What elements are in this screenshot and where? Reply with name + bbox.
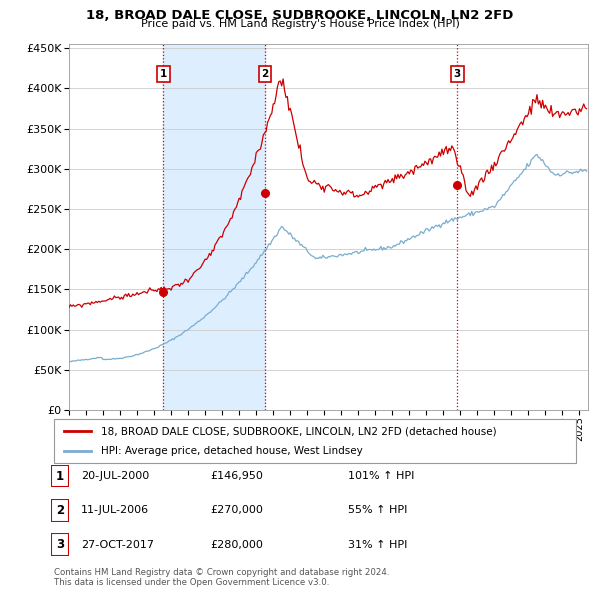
Text: 3: 3 bbox=[454, 69, 461, 79]
Text: £280,000: £280,000 bbox=[210, 540, 263, 549]
FancyBboxPatch shape bbox=[51, 533, 69, 556]
Text: 1: 1 bbox=[56, 470, 64, 483]
Text: HPI: Average price, detached house, West Lindsey: HPI: Average price, detached house, West… bbox=[101, 446, 363, 455]
Text: 31% ↑ HPI: 31% ↑ HPI bbox=[348, 540, 407, 549]
Text: 2: 2 bbox=[56, 504, 64, 517]
Text: £146,950: £146,950 bbox=[210, 471, 263, 481]
Text: 1: 1 bbox=[160, 69, 167, 79]
Text: This data is licensed under the Open Government Licence v3.0.: This data is licensed under the Open Gov… bbox=[54, 578, 329, 587]
Text: 27-OCT-2017: 27-OCT-2017 bbox=[81, 540, 154, 549]
FancyBboxPatch shape bbox=[51, 499, 69, 522]
Text: 3: 3 bbox=[56, 538, 64, 551]
Text: Price paid vs. HM Land Registry's House Price Index (HPI): Price paid vs. HM Land Registry's House … bbox=[140, 19, 460, 29]
Bar bbox=[163, 44, 265, 410]
Text: 18, BROAD DALE CLOSE, SUDBROOKE, LINCOLN, LN2 2FD: 18, BROAD DALE CLOSE, SUDBROOKE, LINCOLN… bbox=[86, 9, 514, 22]
Text: 101% ↑ HPI: 101% ↑ HPI bbox=[348, 471, 415, 481]
FancyBboxPatch shape bbox=[51, 465, 69, 487]
Text: Contains HM Land Registry data © Crown copyright and database right 2024.: Contains HM Land Registry data © Crown c… bbox=[54, 568, 389, 577]
Text: 20-JUL-2000: 20-JUL-2000 bbox=[81, 471, 149, 481]
Text: 18, BROAD DALE CLOSE, SUDBROOKE, LINCOLN, LN2 2FD (detached house): 18, BROAD DALE CLOSE, SUDBROOKE, LINCOLN… bbox=[101, 427, 497, 436]
Text: £270,000: £270,000 bbox=[210, 506, 263, 515]
Text: 55% ↑ HPI: 55% ↑ HPI bbox=[348, 506, 407, 515]
Text: 11-JUL-2006: 11-JUL-2006 bbox=[81, 506, 149, 515]
Text: 2: 2 bbox=[262, 69, 269, 79]
